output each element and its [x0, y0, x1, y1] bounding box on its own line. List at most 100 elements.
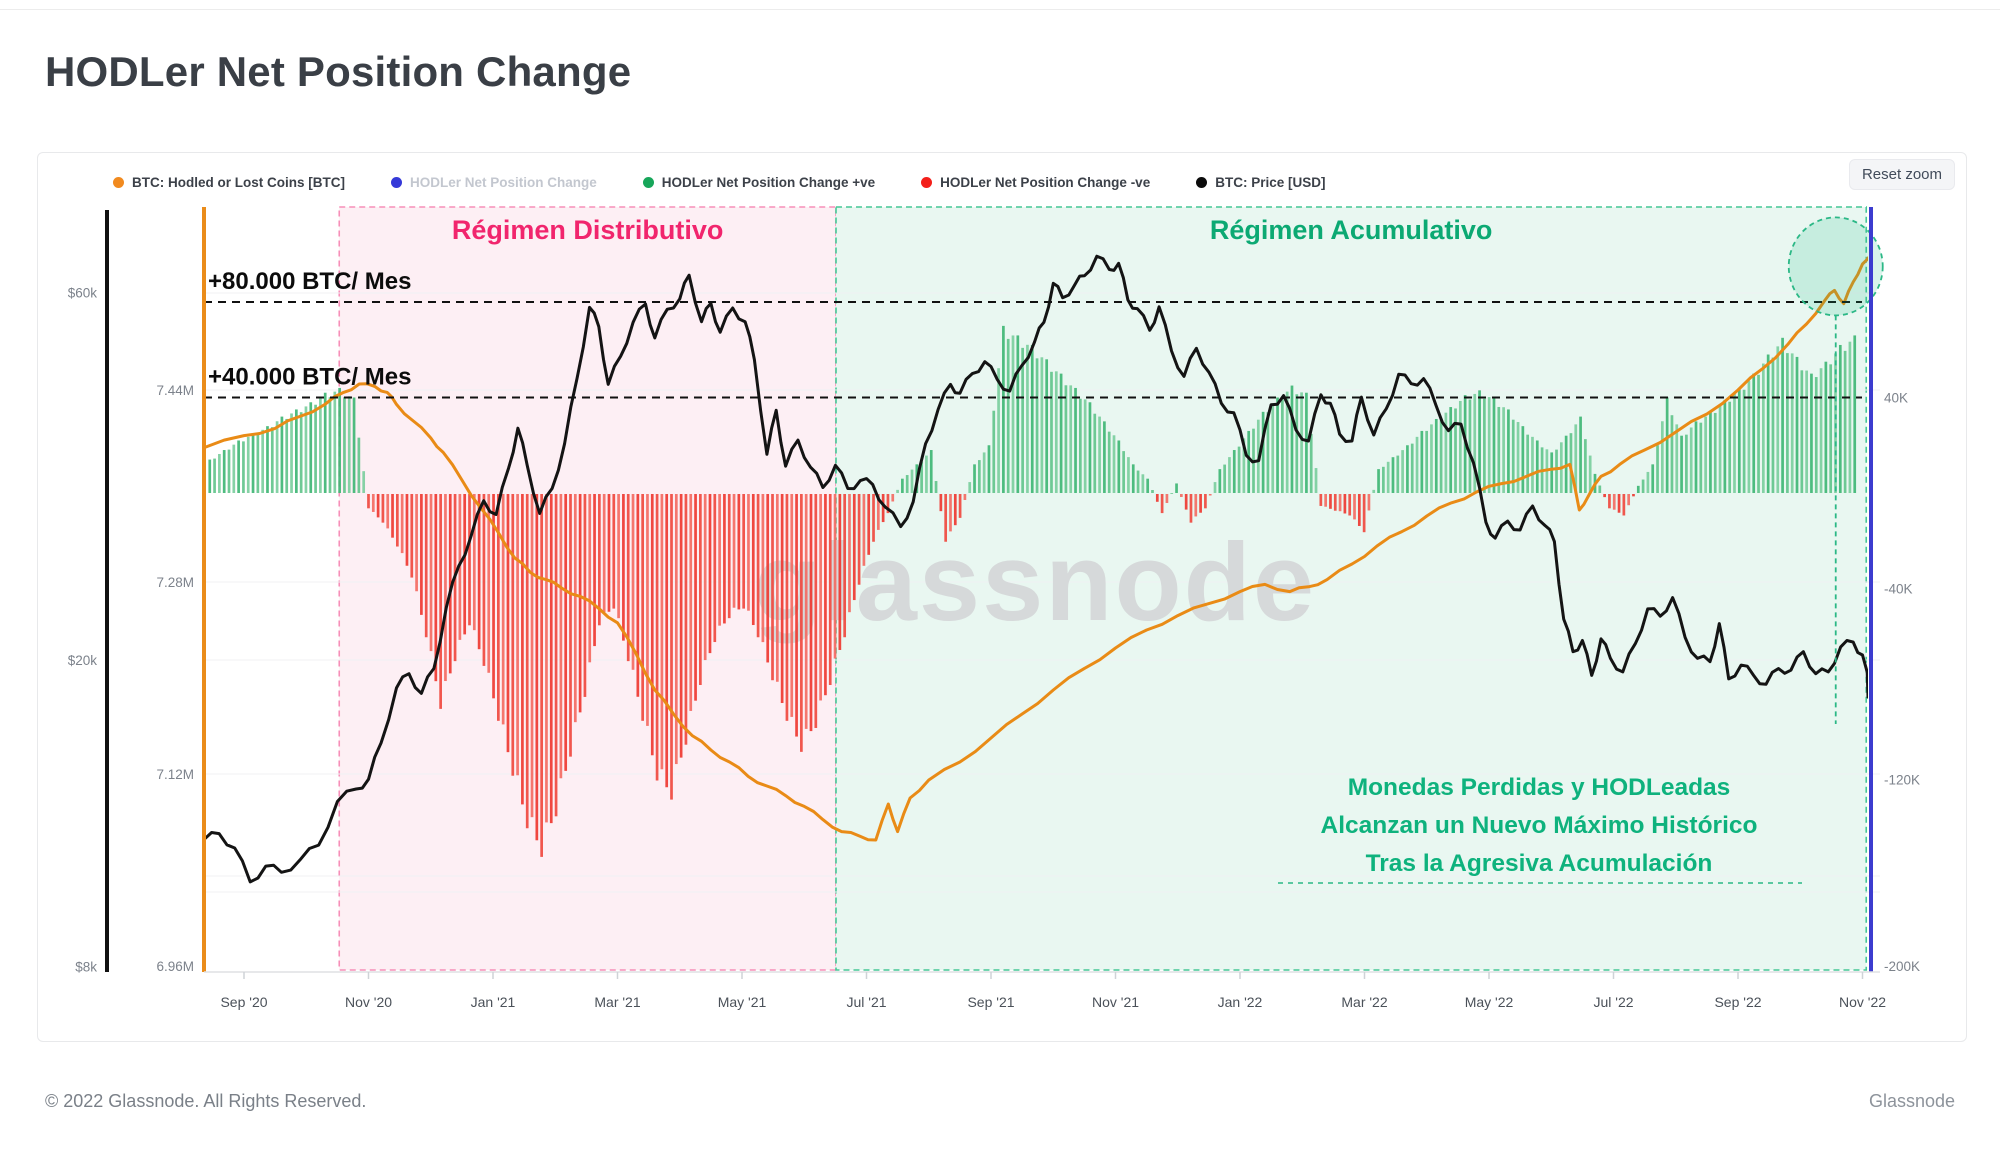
npc-bar [1689, 427, 1693, 493]
npc-bar [1040, 357, 1044, 493]
npc-bar [727, 494, 731, 619]
npc-bar [881, 494, 885, 523]
npc-bar [593, 494, 596, 647]
npc-bar [439, 494, 442, 709]
x-tick-label: Jul '21 [846, 994, 886, 1010]
reset-zoom-button[interactable]: Reset zoom [1849, 159, 1955, 190]
npc-bar [1415, 436, 1419, 493]
x-tick-label: May '22 [1465, 994, 1514, 1010]
npc-bar [362, 471, 366, 493]
npc-bar [1271, 404, 1275, 493]
npc-bar [237, 440, 240, 493]
npc-bar [468, 494, 471, 626]
npc-bar [1454, 408, 1457, 493]
npc-bar [294, 409, 298, 493]
npc-bar [213, 458, 216, 493]
npc-bar [323, 392, 327, 493]
npc-bar [487, 494, 491, 673]
npc-bar [1632, 494, 1635, 497]
npc-bar [540, 494, 543, 857]
npc-bar [708, 494, 712, 654]
npc-bar [804, 494, 808, 729]
npc-bar [290, 413, 293, 493]
npc-bar [973, 464, 976, 493]
chart-legend: BTC: Hodled or Lost Coins [BTC] HODLer Ne… [113, 168, 1325, 196]
price-tick-label: $60k [68, 286, 98, 301]
npc-bar [463, 494, 467, 635]
npc-bar [1617, 494, 1621, 513]
npc-bar [1261, 411, 1265, 493]
npc-bar [1694, 421, 1698, 493]
x-tick-label: Mar '22 [1341, 994, 1387, 1010]
npc-bar [530, 494, 534, 818]
legend-dot-icon [642, 176, 654, 188]
legend-item-3[interactable]: HODLer Net Position Change -ve [921, 175, 1150, 190]
npc-bar [1237, 446, 1241, 493]
npc-bar [910, 469, 914, 493]
page-title: HODLer Net Position Change [45, 48, 632, 95]
npc-bar [1175, 483, 1178, 493]
npc-bar [896, 489, 899, 493]
npc-bar [1141, 474, 1145, 493]
npc-bar [901, 478, 904, 493]
npc-bar [376, 494, 380, 518]
npc-bar [1771, 357, 1775, 493]
npc-bar [1569, 433, 1573, 493]
npc-bar [511, 494, 515, 776]
npc-bar [1343, 494, 1347, 514]
npc-bar [314, 404, 317, 493]
npc-bar [1444, 412, 1448, 493]
npc-bar [1752, 373, 1756, 493]
npc-bar [1232, 450, 1236, 493]
npc-bar [1006, 338, 1010, 493]
x-tick-label: Sep '22 [1714, 994, 1761, 1010]
npc-bar [1122, 451, 1125, 493]
npc-bar [732, 494, 736, 608]
npc-bar [448, 494, 452, 674]
npc-bar [1338, 494, 1342, 512]
npc-bar [1574, 424, 1578, 493]
npc-bar [492, 494, 495, 699]
npc-bar [1228, 457, 1231, 493]
npc-bar [275, 421, 279, 493]
npc-bar [222, 450, 226, 493]
npc-bar [785, 494, 789, 721]
legend-item-1[interactable]: HODLer Net Position Change [390, 175, 597, 190]
npc-bar [1165, 494, 1169, 503]
npc-bar [1675, 424, 1679, 493]
npc-bar [1723, 399, 1727, 493]
npc-bar [1622, 494, 1626, 516]
npc-bar [1016, 335, 1020, 493]
npc-bar [573, 494, 577, 723]
npc-bar [1064, 385, 1068, 493]
legend-item-0[interactable]: BTC: Hodled or Lost Coins [BTC] [113, 175, 345, 190]
legend-item-4[interactable]: BTC: Price [USD] [1196, 175, 1325, 190]
npc-bar [343, 397, 346, 493]
legend-dot-icon [113, 176, 124, 188]
npc-bar [420, 494, 423, 615]
npc-bar [622, 494, 625, 641]
npc-bar [636, 494, 640, 697]
npc-bar [352, 397, 356, 493]
legend-dot-icon [390, 176, 402, 188]
region-label-distributivo: Régimen Distributivo [452, 215, 724, 245]
price-tick-label: $8k [75, 959, 97, 974]
npc-bar [1050, 371, 1053, 493]
legend-item-label: BTC: Price [USD] [1215, 174, 1326, 190]
npc-bar [1348, 494, 1352, 516]
npc-bar [410, 494, 414, 578]
npc-bar [227, 449, 231, 493]
npc-tick-label: -120K [1884, 773, 1920, 788]
npc-bar [1045, 359, 1049, 493]
npc-bar [1838, 344, 1842, 493]
npc-bar [1608, 494, 1611, 509]
npc-bar [1377, 469, 1380, 493]
legend-item-2[interactable]: HODLer Net Position Change +ve [642, 175, 875, 190]
npc-bar [934, 481, 938, 493]
threshold-label-40k: +40.000 BTC/ Mes [208, 364, 411, 391]
npc-bar [1834, 353, 1837, 493]
npc-bar [280, 416, 284, 493]
npc-bar [1136, 470, 1140, 493]
npc-bar [569, 494, 572, 757]
npc-bar [771, 494, 774, 681]
